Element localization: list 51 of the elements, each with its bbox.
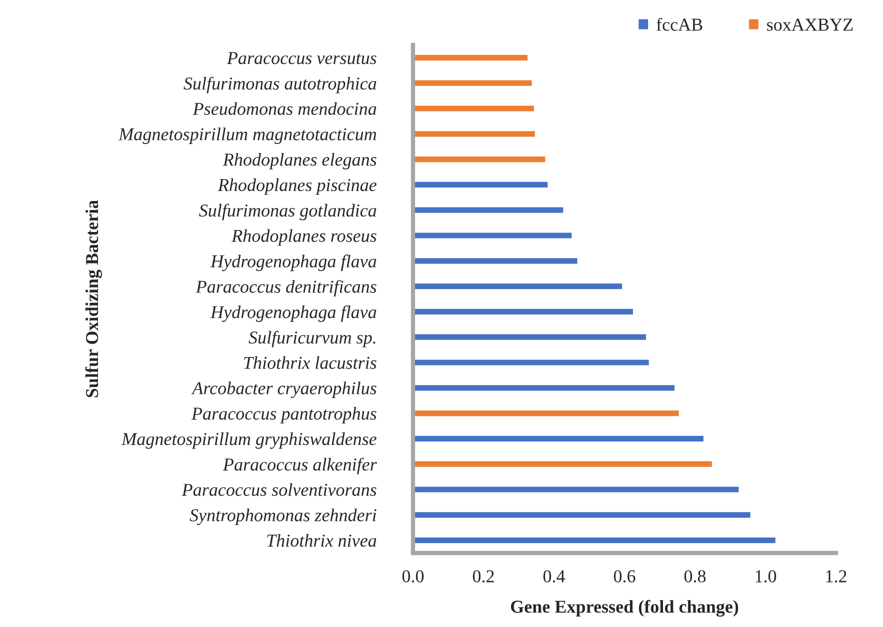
- y-tick-label: Paracoccus alkenifer: [222, 458, 377, 474]
- bar: [413, 436, 704, 442]
- y-tick-label: Magnetospirillum gryphiswaldense: [121, 432, 376, 449]
- y-tick-label: Paracoccus solventivorans: [182, 483, 376, 496]
- bar: [413, 512, 750, 518]
- bar: [413, 461, 712, 467]
- y-tick-label: Magnetospirillum magnetotacticum: [118, 128, 376, 144]
- bar: [413, 538, 776, 544]
- x-tick-label: 1.2: [826, 570, 846, 582]
- bar: [413, 284, 622, 290]
- x-tick-label: 0.6: [614, 570, 636, 582]
- bar: [413, 80, 532, 86]
- bar: [413, 486, 739, 492]
- y-tick-label: Sulfurimonas gotlandica: [199, 204, 376, 220]
- x-axis-title: Gene Expressed (fold change): [510, 600, 738, 617]
- bar: [413, 334, 646, 340]
- y-tick-label: Syntrophomonas zehnderi: [190, 508, 376, 526]
- bar: [413, 410, 679, 416]
- y-tick-label: Thiothrix lacustris: [244, 356, 376, 369]
- bar: [413, 156, 546, 162]
- bar: [413, 385, 675, 391]
- y-tick-label: Paracoccus versutus: [226, 52, 376, 64]
- y-tick-label: Pseudomonas mendocina: [192, 102, 376, 115]
- bar: [413, 106, 534, 112]
- y-tick-label: Rhodoplanes roseus: [232, 229, 376, 246]
- y-tick-label: Arcobacter cryaerophilus: [191, 382, 376, 398]
- bar: [413, 258, 578, 264]
- bar: [413, 360, 649, 366]
- x-tick-label: 0.2: [472, 570, 494, 582]
- y-tick-label: Sulfurimonas autotrophica: [184, 76, 376, 94]
- bar: [413, 54, 528, 60]
- y-tick-label: Rhodoplanes piscinae: [218, 178, 376, 195]
- y-tick-label: Paracoccus denitrificans: [196, 280, 376, 296]
- legend-label: fccAB: [656, 18, 702, 31]
- x-tick-label: 0.8: [684, 570, 706, 582]
- bar: [413, 182, 548, 188]
- bar: [413, 131, 535, 137]
- y-tick-label: Paracoccus pantotrophus: [191, 407, 376, 424]
- x-tick-label: 0.0: [402, 570, 424, 582]
- x-tick-label: 0.4: [543, 570, 566, 582]
- bar: [413, 308, 633, 314]
- bar: [413, 207, 564, 213]
- y-tick-label: Hydrogenophaga flava: [210, 305, 376, 322]
- x-tick-label: 1.0: [756, 570, 776, 582]
- bar: [413, 232, 572, 238]
- y-tick-label: Hydrogenophaga flava: [210, 254, 376, 272]
- y-tick-label: Rhodoplanes elegans: [222, 153, 376, 170]
- y-tick-label: Sulfuricurvum sp.: [248, 330, 376, 348]
- y-axis-title: Sulfur Oxidizing Bacteria: [85, 200, 102, 398]
- legend-label: soxAXBYZ: [767, 18, 853, 31]
- y-tick-label: Thiothrix nivea: [267, 534, 376, 547]
